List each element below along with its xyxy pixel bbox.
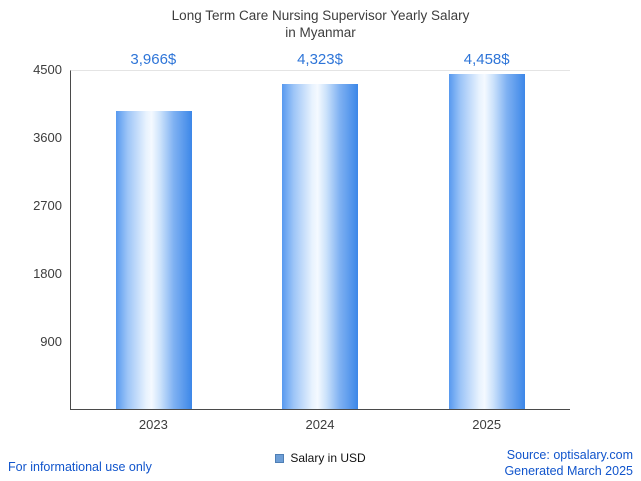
bar-slot-2025 xyxy=(404,71,570,409)
legend-label: Salary in USD xyxy=(290,451,366,465)
x-tick-2025: 2025 xyxy=(472,417,502,432)
y-tick-1800: 1800 xyxy=(33,266,62,281)
y-tick-2700: 2700 xyxy=(33,198,62,213)
y-tick-3600: 3600 xyxy=(33,130,62,145)
bar-slot-2024 xyxy=(237,71,403,409)
x-axis-labels: 2023 2024 2025 xyxy=(70,417,570,432)
value-label-2023: 3,966$ xyxy=(130,51,177,68)
x-tick-2023: 2023 xyxy=(138,417,168,432)
bar-slot-2023 xyxy=(71,71,237,409)
chart-title: Long Term Care Nursing Supervisor Yearly… xyxy=(0,7,641,41)
value-label-2024: 4,323$ xyxy=(297,51,343,68)
plot-area xyxy=(70,70,570,410)
value-label-2025: 4,458$ xyxy=(463,51,510,68)
source-block: Source: optisalary.com Generated March 2… xyxy=(504,447,633,479)
bar-2023 xyxy=(116,111,193,409)
disclaimer-text[interactable]: For informational use only xyxy=(8,460,152,474)
bar-2024 xyxy=(282,84,359,409)
x-tick-2024: 2024 xyxy=(305,417,335,432)
legend-marker-icon xyxy=(275,453,285,463)
source-link[interactable]: Source: optisalary.com xyxy=(506,448,633,462)
y-tick-900: 900 xyxy=(40,334,62,349)
value-labels-row: 3,966$ 4,323$ 4,458$ xyxy=(70,51,570,68)
chart-title-line-1: Long Term Care Nursing Supervisor Yearly… xyxy=(171,8,470,23)
generated-date: Generated March 2025 xyxy=(504,464,633,478)
chart-title-line-2: in Myanmar xyxy=(285,25,356,40)
legend: Salary in USD xyxy=(0,451,641,465)
y-tick-4500: 4500 xyxy=(33,62,62,77)
bar-2025 xyxy=(448,74,525,409)
